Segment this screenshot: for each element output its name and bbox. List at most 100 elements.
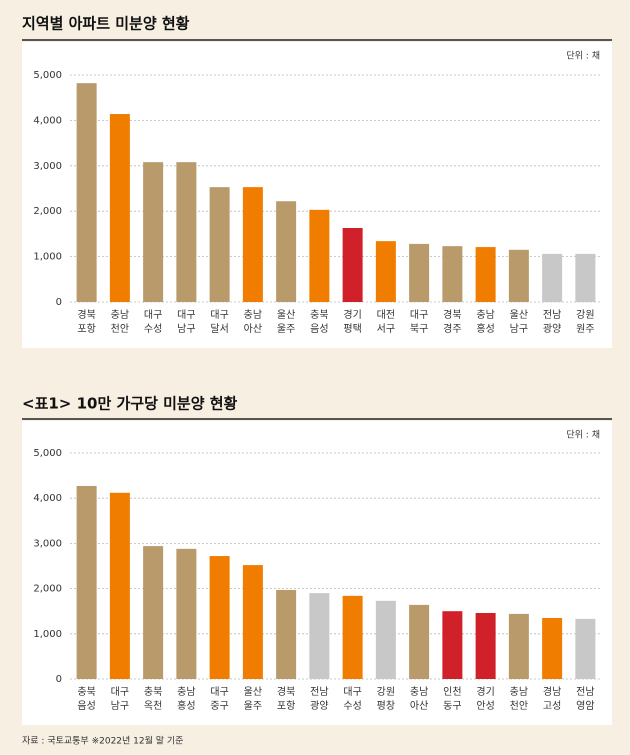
x-tick-label: 대구 <box>144 309 162 321</box>
x-tick-label: 아산 <box>244 323 262 335</box>
y-tick-label: 0 <box>56 297 62 308</box>
x-tick-label: 울주 <box>244 700 262 712</box>
x-tick-label: 울산 <box>244 686 262 698</box>
bar <box>242 187 263 302</box>
y-tick-label: 1,000 <box>33 629 62 640</box>
y-tick-label: 4,000 <box>33 115 62 126</box>
x-tick-label: 울산 <box>510 309 528 321</box>
y-tick-label: 5,000 <box>33 70 62 81</box>
x-tick-label: 광양 <box>543 323 561 335</box>
x-tick-label: 북구 <box>410 323 428 335</box>
x-tick-label: 남구 <box>510 323 528 335</box>
bar <box>109 492 130 679</box>
x-tick-label: 울산 <box>277 309 295 321</box>
x-tick-label: 대구 <box>177 309 195 321</box>
x-tick-label: 중구 <box>210 700 228 712</box>
bar <box>76 485 97 679</box>
x-tick-label: 전남 <box>310 686 328 698</box>
x-tick-label: 충남 <box>111 309 129 321</box>
x-tick-label: 인천 <box>443 686 461 698</box>
x-tick-label: 충북 <box>310 309 328 321</box>
bar <box>309 593 330 679</box>
x-tick-label: 안성 <box>476 700 494 712</box>
x-tick-label: 충북 <box>77 686 95 698</box>
x-tick-label: 평택 <box>343 323 361 335</box>
y-tick-label: 1,000 <box>33 252 62 263</box>
x-tick-label: 전남 <box>576 686 594 698</box>
x-tick-label: 달서 <box>210 323 228 335</box>
bar <box>442 246 463 302</box>
x-tick-label: 경기 <box>476 685 494 698</box>
bar <box>508 249 529 302</box>
bar <box>409 604 430 679</box>
chart-title: <표1> 10만 가구당 미분양 현황 <box>22 395 238 413</box>
y-tick-label: 2,000 <box>33 584 62 595</box>
bar <box>242 565 263 679</box>
y-tick-label: 2,000 <box>33 206 62 217</box>
x-tick-label: 전남 <box>543 309 561 321</box>
bar <box>508 613 529 679</box>
x-tick-label: 수성 <box>144 323 162 335</box>
x-tick-label: 영암 <box>576 700 594 712</box>
x-tick-label: 경주 <box>443 322 461 335</box>
bar <box>76 83 97 302</box>
x-tick-label: 강원 <box>377 686 395 698</box>
x-tick-label: 충남 <box>410 686 428 698</box>
y-tick-label: 3,000 <box>33 538 62 549</box>
y-tick-label: 5,000 <box>33 448 62 459</box>
x-tick-label: 홍성 <box>476 322 494 335</box>
bar <box>475 247 496 302</box>
x-tick-label: 대전 <box>377 309 395 321</box>
x-tick-label: 아산 <box>410 700 428 712</box>
bar <box>143 546 164 679</box>
x-tick-label: 동구 <box>443 700 461 712</box>
bar <box>143 162 164 302</box>
bar <box>409 243 430 302</box>
x-tick-label: 충북 <box>144 686 162 698</box>
x-tick-label: 광양 <box>310 700 328 712</box>
unit-label: 단위 : 채 <box>566 430 600 441</box>
bar <box>209 187 230 302</box>
bar <box>176 162 197 302</box>
x-tick-label: 경기 <box>343 308 361 321</box>
x-tick-label: 경북 <box>443 308 461 321</box>
bar <box>309 209 330 302</box>
bar <box>575 253 596 302</box>
x-tick-label: 대구 <box>410 309 428 321</box>
bar <box>276 589 297 679</box>
x-tick-label: 포항 <box>277 700 295 712</box>
y-tick-label: 4,000 <box>33 493 62 504</box>
bar <box>109 114 130 302</box>
x-tick-label: 포항 <box>77 323 95 335</box>
x-tick-label: 충남 <box>510 686 528 698</box>
x-tick-label: 남구 <box>111 700 129 712</box>
x-tick-label: 경남 <box>543 685 561 698</box>
y-tick-label: 0 <box>56 674 62 685</box>
unit-label: 단위 : 채 <box>566 51 600 62</box>
bar <box>542 617 563 679</box>
x-tick-label: 남구 <box>177 323 195 335</box>
x-tick-label: 서구 <box>377 323 395 335</box>
bar <box>375 600 396 679</box>
chart-title: 지역별 아파트 미분양 현황 <box>22 15 190 33</box>
x-tick-label: 음성 <box>77 700 95 712</box>
bar <box>209 556 230 679</box>
bar <box>342 595 363 679</box>
x-tick-label: 천안 <box>111 323 129 335</box>
x-tick-label: 대구 <box>111 686 129 698</box>
x-tick-label: 대구 <box>343 686 361 698</box>
x-tick-label: 원주 <box>576 323 594 335</box>
x-tick-label: 고성 <box>543 700 561 712</box>
x-tick-label: 평창 <box>377 700 395 712</box>
x-tick-label: 옥천 <box>144 700 162 712</box>
x-tick-label: 충남 <box>476 309 494 321</box>
x-tick-label: 강원 <box>576 309 594 321</box>
y-tick-label: 3,000 <box>33 161 62 172</box>
x-tick-label: 대구 <box>210 309 228 321</box>
x-tick-label: 경북 <box>277 685 295 698</box>
bar <box>542 253 563 302</box>
source-note: 자료 : 국토교통부 ※2022년 12월 말 기준 <box>22 735 183 747</box>
bar <box>375 241 396 302</box>
bar <box>475 613 496 679</box>
